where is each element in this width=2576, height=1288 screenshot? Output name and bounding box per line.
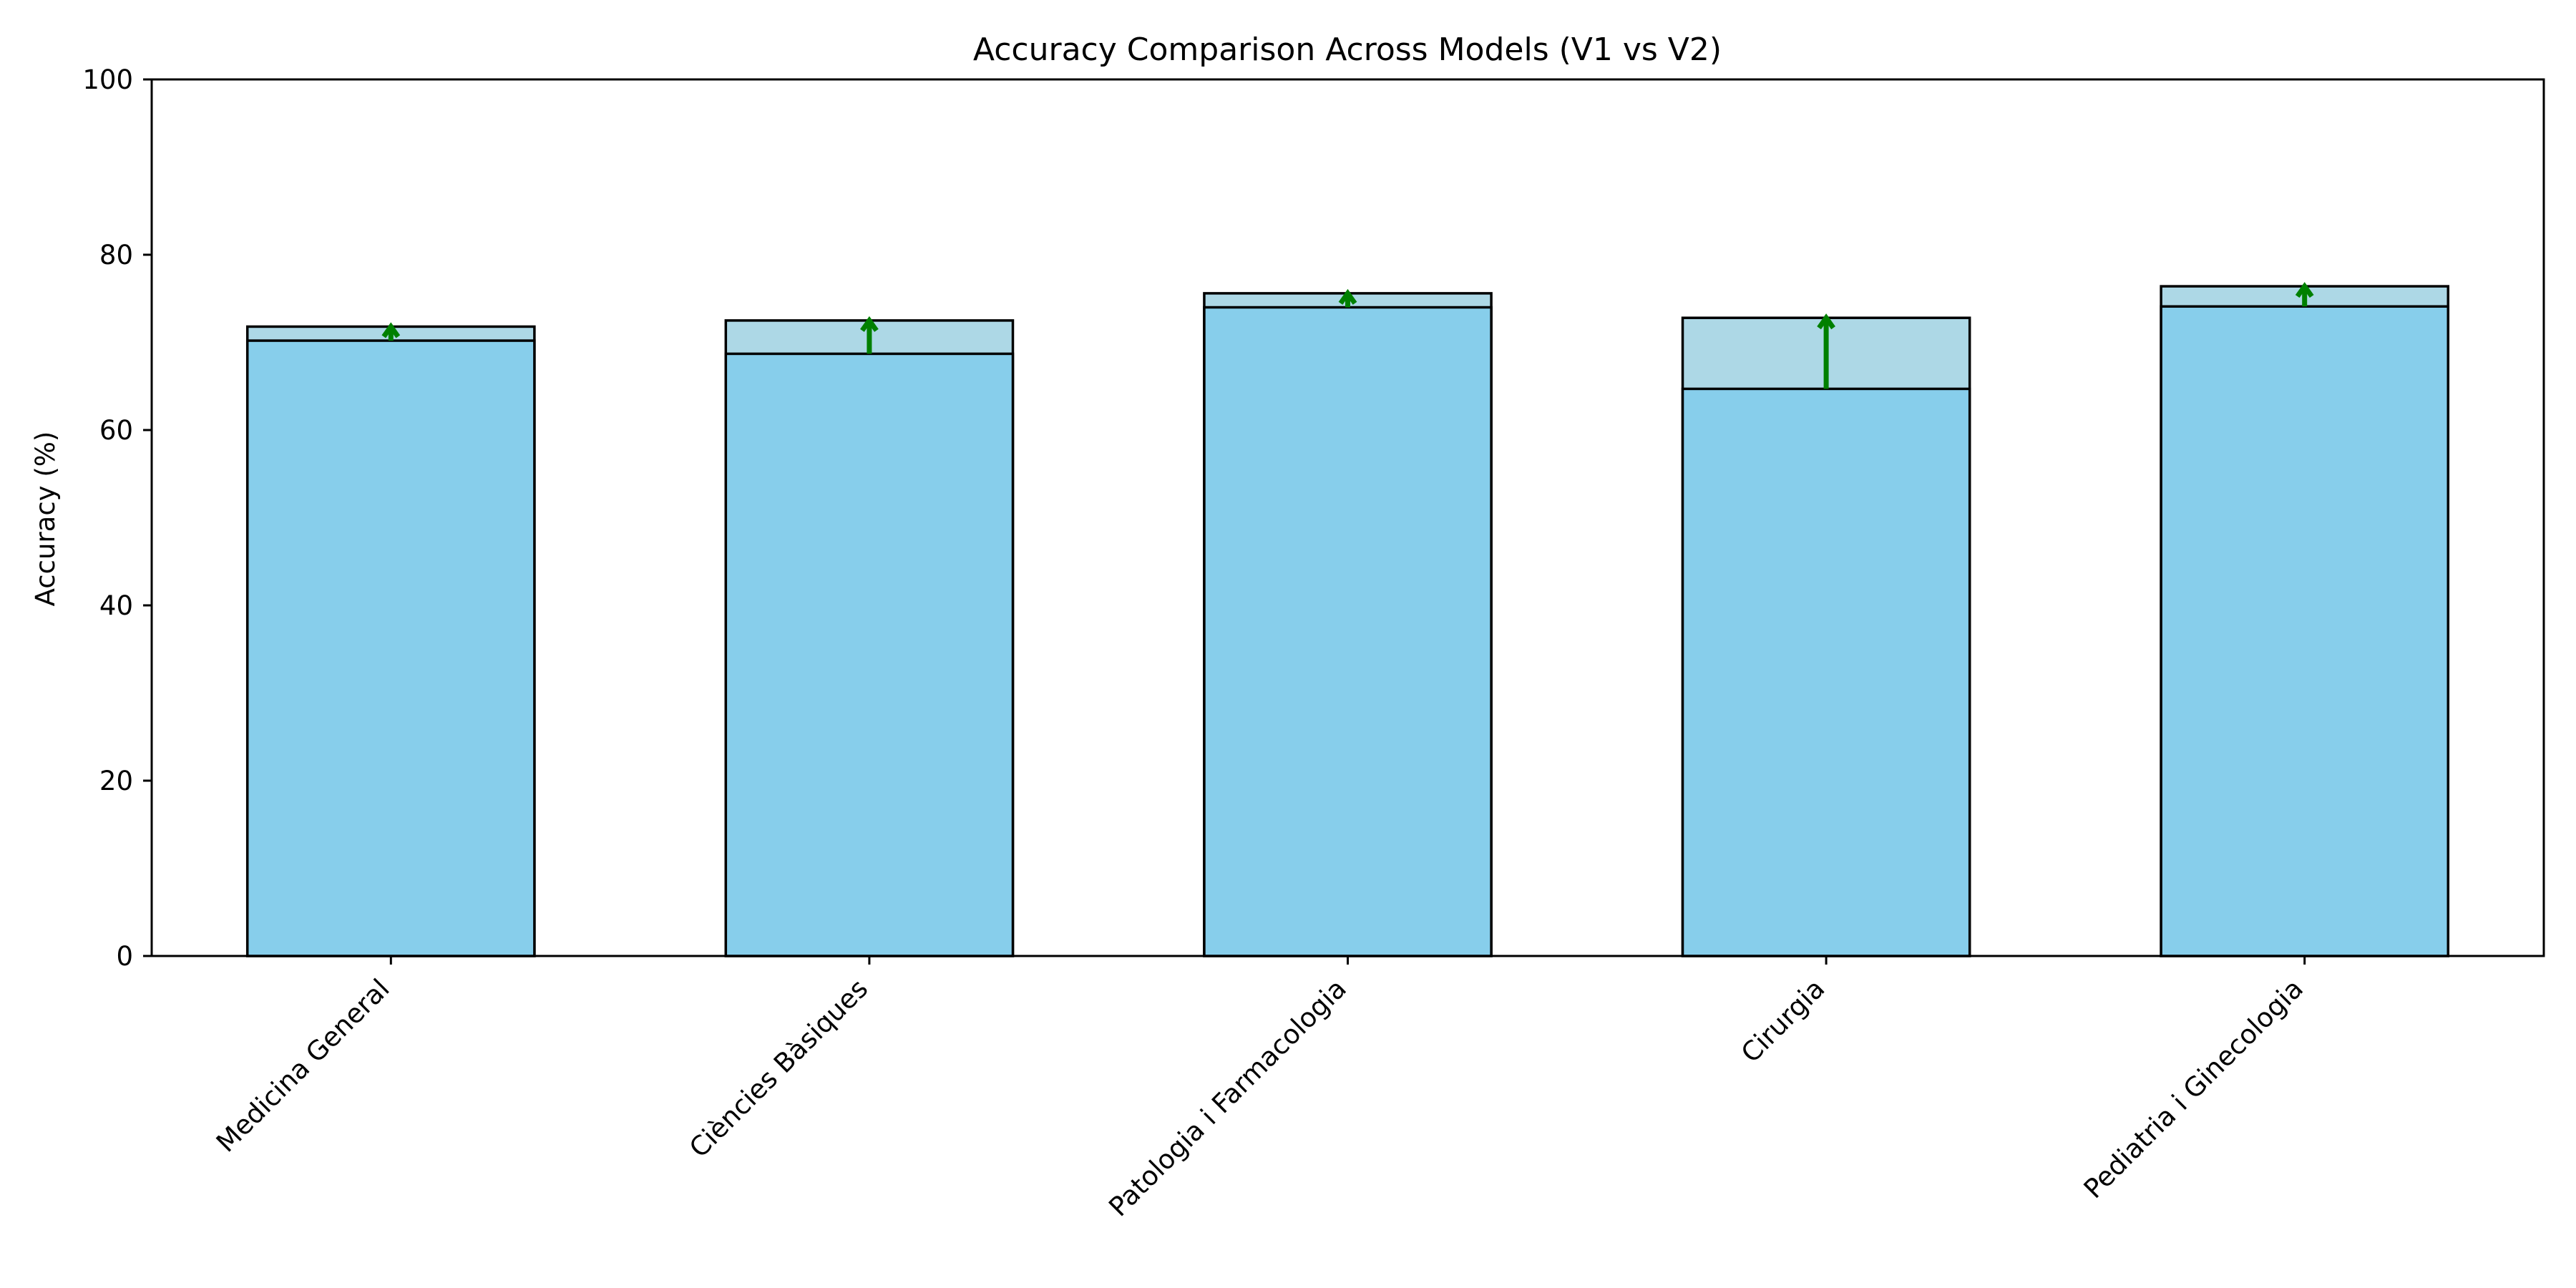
change-arrow-up [1817, 313, 1835, 389]
chart-title: Accuracy Comparison Across Models (V1 vs… [973, 31, 1722, 68]
y-tick-label: 0 [116, 941, 133, 972]
bar-v1 [2160, 305, 2450, 957]
arrow-head [1338, 288, 1357, 305]
change-arrow-up [860, 316, 879, 354]
y-axis: 0 20 40 60 80 100 [82, 64, 152, 972]
arrows-layer [381, 282, 2314, 389]
change-arrow-up [2295, 282, 2314, 307]
y-tick-label: 60 [99, 415, 133, 446]
arrow-head [860, 316, 879, 332]
change-arrow-up [1338, 288, 1357, 308]
bar-v1 [245, 339, 536, 957]
x-tick-label: Ciències Bàsiques [683, 973, 874, 1163]
bar-v1 [1203, 306, 1493, 957]
bars-layer [245, 285, 2450, 957]
y-tick-label: 100 [82, 64, 133, 95]
arrow-head [1817, 313, 1835, 330]
bar-v1 [724, 352, 1015, 957]
y-tick-label: 20 [99, 766, 133, 796]
x-axis: Medicina General Ciències Bàsiques Patolog… [210, 956, 2309, 1222]
y-tick-label: 80 [99, 240, 133, 270]
y-tick-label: 40 [99, 590, 133, 621]
x-tick-label: Cirurgia [1735, 973, 1830, 1068]
x-tick-label: Patologia i Farmacologia [1103, 973, 1352, 1222]
bar-v1 [1681, 387, 1971, 957]
plot-frame [150, 78, 2545, 957]
y-axis-label: Accuracy (%) [30, 431, 61, 607]
arrow-head [2295, 282, 2314, 298]
x-tick-label: Medicina General [210, 973, 396, 1158]
x-tick-label: Pediatria i Ginecologia [2078, 973, 2309, 1204]
change-arrow-up [381, 322, 401, 341]
arrow-head [381, 322, 401, 338]
